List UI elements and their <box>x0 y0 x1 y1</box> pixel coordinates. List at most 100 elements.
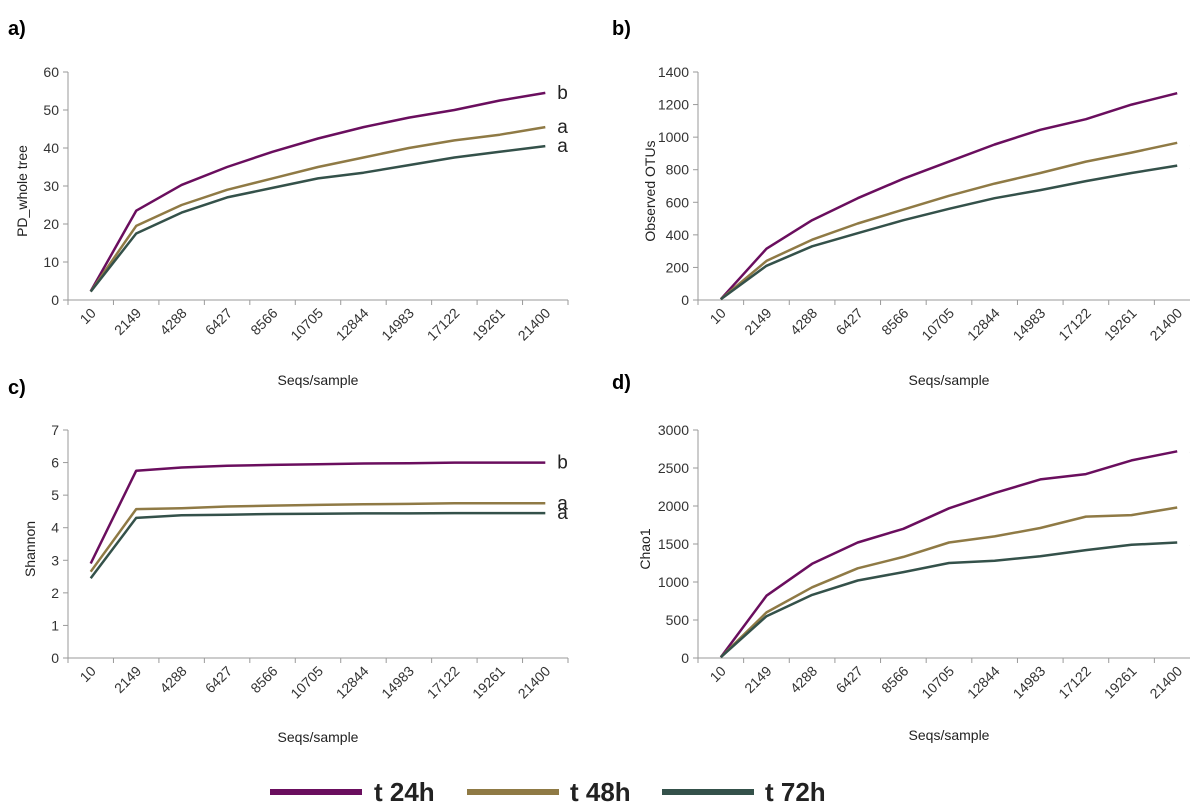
legend: t 24h t 48h t 72h <box>270 777 826 807</box>
series-line-t-48h <box>89 125 546 293</box>
y-tick-label: 3000 <box>658 422 689 438</box>
y-tick-label: 0 <box>681 292 689 308</box>
series-line-t-72h <box>720 164 1178 301</box>
x-tick-label: 8566 <box>247 663 280 696</box>
x-tick-label: 10 <box>77 305 99 327</box>
series-line-t-48h <box>719 141 1178 301</box>
x-tick-label: 19261 <box>1101 305 1140 344</box>
y-tick-label: 500 <box>666 612 690 628</box>
x-tick-label: 10705 <box>918 663 957 702</box>
panel-label: c) <box>8 377 26 399</box>
x-tick-label: 14983 <box>378 305 417 344</box>
x-tick-label: 10 <box>77 663 99 685</box>
y-tick-label: 1 <box>51 617 59 633</box>
x-tick-label: 10705 <box>287 663 326 702</box>
panel-label: b) <box>612 18 631 40</box>
y-tick-label: 1400 <box>658 64 689 80</box>
y-tick-label: 0 <box>681 650 689 666</box>
chart-panel-2: b) 0 200 400 600 800 1000 1200 1400 10 2149 4288 642… <box>612 18 1190 388</box>
y-tick-label: 2500 <box>658 460 689 476</box>
y-tick-label: 2000 <box>658 498 689 514</box>
chart-panel-4: d) 0 500 1000 1500 2000 2500 3000 10 2149 4288 6427… <box>612 372 1190 743</box>
y-tick-label: 600 <box>666 194 690 210</box>
y-tick-label: 1000 <box>658 129 689 145</box>
x-tick-label: 12844 <box>333 663 372 702</box>
legend-label: t 72h <box>765 777 826 807</box>
x-tick-label: 17122 <box>424 663 463 702</box>
significance-label: b <box>557 453 568 474</box>
x-tick-label: 10705 <box>918 305 957 344</box>
series-line-t-48h <box>89 502 546 573</box>
x-axis-title: Seqs/sample <box>278 729 359 745</box>
series-line-t-72h <box>89 511 546 579</box>
x-tick-label: 10 <box>707 305 729 327</box>
x-tick-label: 2149 <box>741 305 774 338</box>
x-tick-label: 4288 <box>156 305 189 338</box>
x-tick-label: 19261 <box>469 663 508 702</box>
y-tick-label: 5 <box>51 487 59 503</box>
series-line-t-72h <box>719 541 1178 659</box>
chart-panel-3: c) 0 1 2 3 4 5 6 7 10 2149 4288 6427 8566 10705 12844 14… <box>8 377 569 745</box>
series-line-t-24h <box>719 91 1178 301</box>
panel-label: d) <box>612 372 631 394</box>
significance-label: a <box>557 493 568 514</box>
x-tick-label: 8566 <box>247 305 280 338</box>
series-line-t-24h <box>89 461 546 565</box>
y-tick-label: 3 <box>51 552 59 568</box>
y-tick-label: 1200 <box>658 97 689 113</box>
x-tick-label: 6427 <box>202 663 235 696</box>
y-tick-label: 6 <box>51 455 59 471</box>
significance-label: b <box>557 83 568 104</box>
x-tick-label: 2149 <box>741 663 774 696</box>
y-tick-label: 20 <box>43 216 59 232</box>
significance-label: a <box>557 136 568 157</box>
legend-label: t 24h <box>374 777 435 807</box>
x-tick-label: 10705 <box>287 305 326 344</box>
x-tick-label: 17122 <box>424 305 463 344</box>
y-axis-title: Shannon <box>22 521 38 577</box>
x-tick-label: 17122 <box>1055 305 1094 344</box>
x-tick-label: 19261 <box>1101 663 1140 702</box>
series-line-t-24h <box>719 450 1178 658</box>
y-tick-label: 2 <box>51 585 59 601</box>
y-tick-label: 800 <box>666 162 690 178</box>
x-tick-label: 21400 <box>1146 663 1185 702</box>
panel-label: a) <box>8 18 26 40</box>
y-tick-label: 1500 <box>658 536 689 552</box>
x-tick-label: 6427 <box>202 305 235 338</box>
x-tick-label: 12844 <box>964 305 1003 344</box>
y-tick-label: 4 <box>51 520 59 536</box>
x-tick-label: 21400 <box>515 663 554 702</box>
x-tick-label: 8566 <box>878 663 911 696</box>
x-tick-label: 14983 <box>1010 305 1049 344</box>
x-tick-label: 12844 <box>333 305 372 344</box>
y-tick-label: 10 <box>43 254 59 270</box>
y-tick-label: 0 <box>51 292 59 308</box>
x-tick-label: 6427 <box>833 663 866 696</box>
x-tick-label: 2149 <box>111 663 144 696</box>
y-axis-title: Chao1 <box>637 528 653 569</box>
x-tick-label: 12844 <box>964 663 1003 702</box>
x-axis-title: Seqs/sample <box>909 727 990 743</box>
y-tick-label: 50 <box>43 102 59 118</box>
x-tick-label: 8566 <box>878 305 911 338</box>
y-axis-title: Observed OTUs <box>642 140 658 241</box>
y-tick-label: 1000 <box>658 574 689 590</box>
y-tick-label: 40 <box>43 140 59 156</box>
y-tick-label: 200 <box>666 259 690 275</box>
y-tick-label: 0 <box>51 650 59 666</box>
series-line-t-24h <box>89 91 546 292</box>
x-tick-label: 21400 <box>515 305 554 344</box>
series-line-t-72h <box>89 144 546 293</box>
x-tick-label: 19261 <box>469 305 508 344</box>
x-tick-label: 6427 <box>833 305 866 338</box>
x-tick-label: 14983 <box>378 663 417 702</box>
y-tick-label: 60 <box>43 64 59 80</box>
x-tick-label: 21400 <box>1146 305 1185 344</box>
x-tick-label: 2149 <box>111 305 144 338</box>
x-tick-label: 4288 <box>156 663 189 696</box>
x-tick-label: 4288 <box>787 663 820 696</box>
x-axis-title: Seqs/sample <box>909 372 990 388</box>
significance-label: a <box>557 117 568 138</box>
